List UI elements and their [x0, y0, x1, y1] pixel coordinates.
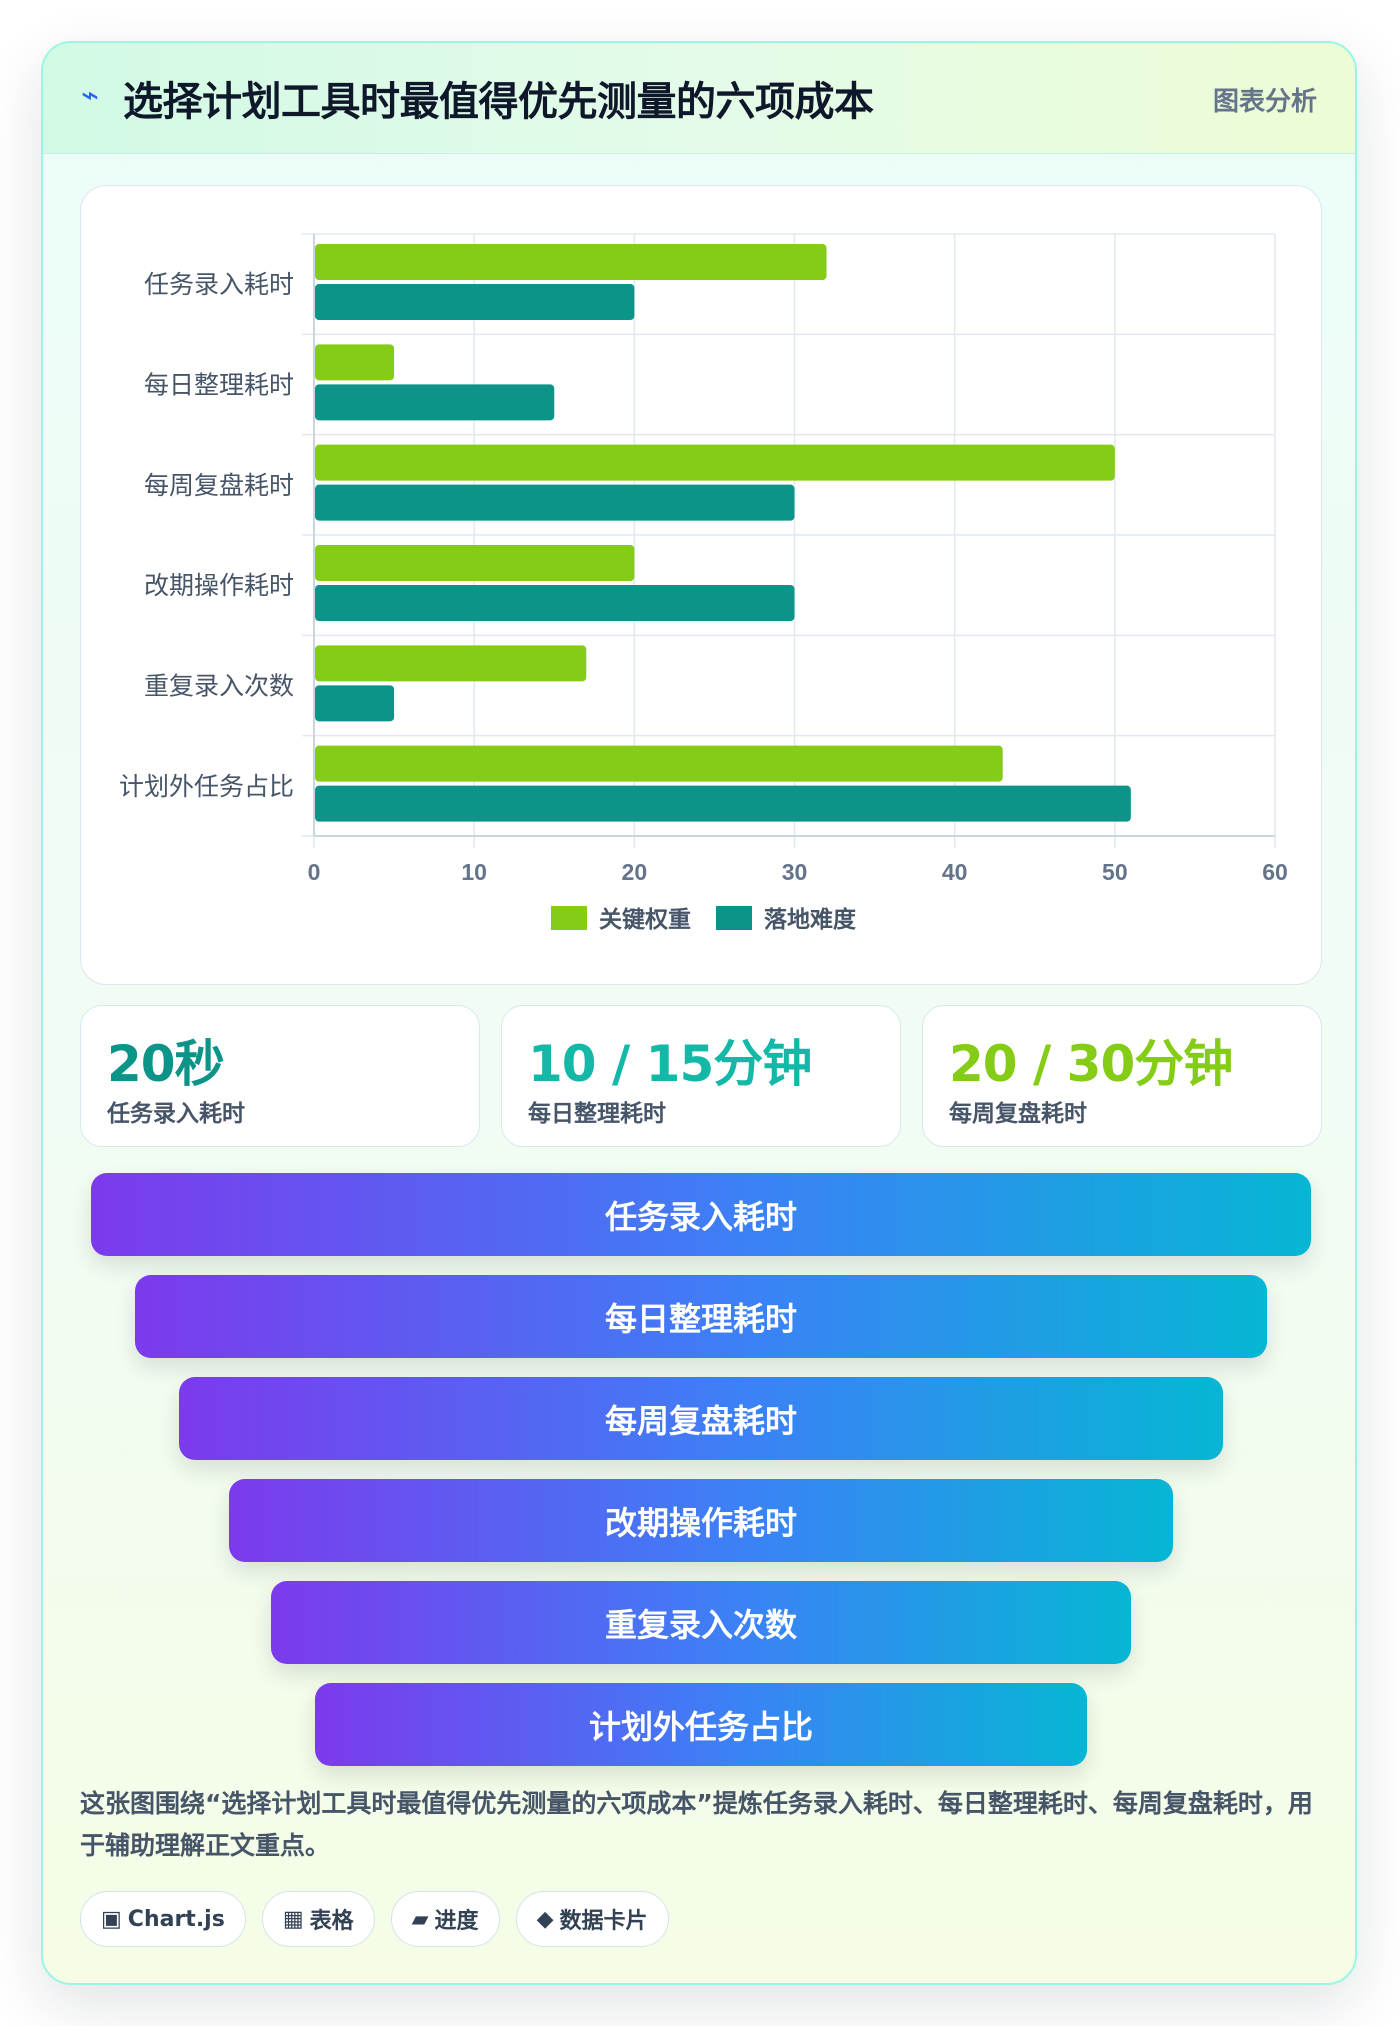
x-tick-label: 40: [942, 859, 968, 885]
bar-difficulty: [315, 685, 395, 722]
chip-label: 进度: [434, 1909, 479, 1934]
funnel-step-6: 计划外任务占比: [315, 1683, 1087, 1766]
x-tick-label: 50: [1102, 859, 1128, 885]
funnel-step-1: 任务录入耗时: [91, 1173, 1311, 1256]
bar-difficulty: [315, 484, 795, 521]
legend-swatch: [551, 906, 587, 930]
bar-weight: [315, 244, 827, 280]
diamond-icon: ◆: [536, 1906, 554, 1932]
bar-difficulty: [315, 785, 1131, 822]
grid-icon: ▦: [282, 1906, 304, 1932]
stat-label: 每周复盘耗时: [949, 1101, 1087, 1127]
page-title: 选择计划工具时最值得优先测量的六项成本: [123, 79, 874, 125]
funnel-step-4: 改期操作耗时: [229, 1479, 1173, 1562]
legend-swatch: [716, 906, 752, 930]
bar-weight: [315, 344, 395, 381]
x-tick-label: 30: [782, 859, 808, 885]
chip-table[interactable]: ▦ 表格: [261, 1891, 375, 1947]
y-tick-label: 重复录入次数: [144, 672, 294, 701]
chip-row: ▣ Chart.js ▦ 表格 ▰ 进度 ◆ 数据卡片: [80, 1891, 669, 1947]
x-tick-label: 20: [622, 859, 648, 885]
legend-label: 关键权重: [599, 906, 691, 933]
bar-weight: [315, 545, 635, 581]
chip-label: 表格: [309, 1909, 354, 1934]
x-tick-label: 60: [1262, 859, 1288, 885]
bolt-icon: ⌁: [81, 78, 100, 113]
funnel-step-2: 每日整理耗时: [135, 1275, 1267, 1358]
chip-chartjs[interactable]: ▣ Chart.js: [80, 1891, 246, 1947]
infographic-card: ⌁ 选择计划工具时最值得优先测量的六项成本 图表分析 0 10 20 30 40 50 60…: [41, 41, 1357, 1985]
card-header: ⌁ 选择计划工具时最值得优先测量的六项成本 图表分析: [43, 43, 1355, 154]
chip-progress[interactable]: ▰ 进度: [390, 1891, 500, 1947]
category-tag: 图表分析: [1212, 87, 1317, 117]
stat-value: 20 / 30分钟: [949, 1035, 1233, 1093]
chip-data-card[interactable]: ◆ 数据卡片: [515, 1891, 669, 1947]
x-tick-label: 0: [308, 859, 321, 885]
bar-weight: [315, 645, 587, 682]
stat-card-daily: 10 / 15分钟 每日整理耗时: [501, 1005, 901, 1147]
y-tick-label: 改期操作耗时: [144, 571, 294, 600]
stat-value: 20秒: [107, 1035, 225, 1093]
stat-value: 10 / 15分钟: [528, 1035, 812, 1093]
funnel-step-5: 重复录入次数: [271, 1581, 1131, 1664]
bar-weight: [315, 444, 1115, 481]
funnel-step-3: 每周复盘耗时: [179, 1377, 1223, 1460]
y-tick-label: 每日整理耗时: [144, 371, 294, 400]
progress-icon: ▰: [411, 1906, 429, 1932]
bar-difficulty: [315, 284, 635, 320]
stat-label: 任务录入耗时: [107, 1101, 245, 1127]
bar-difficulty: [315, 384, 555, 421]
y-tick-label: 计划外任务占比: [119, 772, 294, 801]
chip-label: Chart.js: [127, 1906, 225, 1932]
y-tick-label: 每周复盘耗时: [144, 471, 294, 500]
chart-panel: 0 10 20 30 40 50 60 任务录入耗时 每日整理耗时 每周复盘耗时 改期操作耗时 重复录…: [80, 185, 1322, 985]
stat-card-weekly: 20 / 30分钟 每周复盘耗时: [922, 1005, 1322, 1147]
bar-difficulty: [315, 585, 795, 621]
x-tick-label: 10: [461, 859, 487, 885]
stat-label: 每日整理耗时: [528, 1101, 666, 1127]
legend-label: 落地难度: [764, 906, 857, 933]
bar-weight: [315, 745, 1003, 782]
chip-label: 数据卡片: [559, 1909, 648, 1934]
chart-description: 这张图围绕“选择计划工具时最值得优先测量的六项成本”提炼任务录入耗时、每日整理耗…: [80, 1789, 1313, 1860]
y-tick-label: 任务录入耗时: [144, 270, 294, 299]
bar-chart: 0 10 20 30 40 50 60 任务录入耗时每日整理耗时每周复盘耗时改期操作耗时重复录…: [119, 233, 1288, 933]
stat-card-entry: 20秒 任务录入耗时: [80, 1005, 480, 1147]
square-icon: ▣: [101, 1906, 122, 1932]
